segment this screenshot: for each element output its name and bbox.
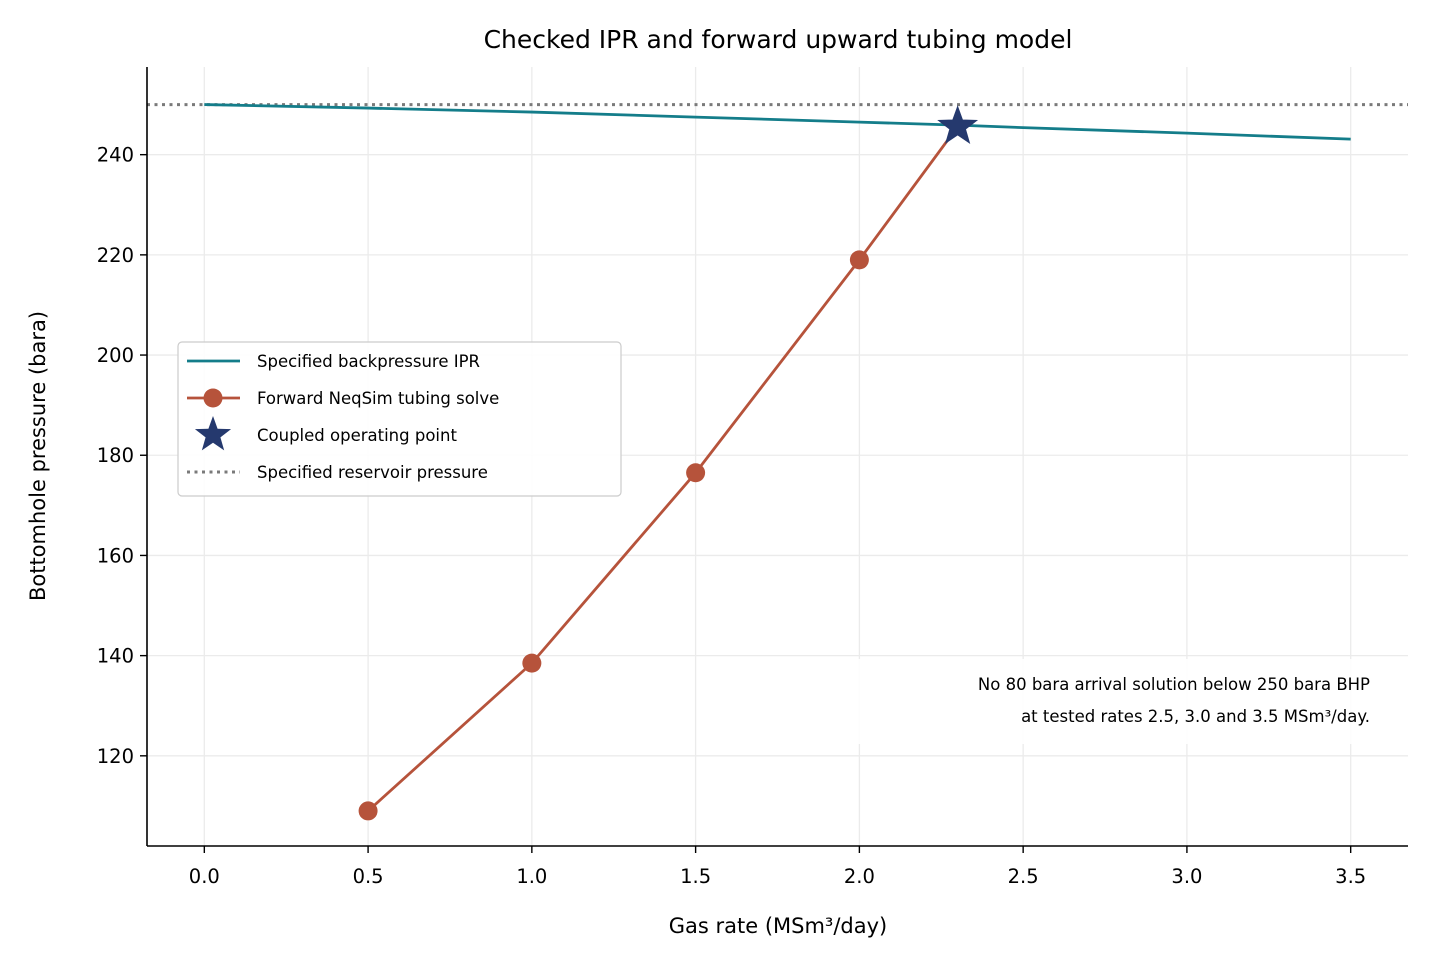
legend: Specified backpressure IPR Forward NeqSim… (177, 341, 622, 497)
y-tick-label: 160 (97, 544, 134, 567)
x-ticks: 0.0 0.5 1.0 1.5 2.0 2.5 3.0 3.5 (189, 846, 1366, 888)
legend-label: Specified reservoir pressure (257, 463, 488, 482)
y-tick-label: 180 (97, 444, 134, 467)
y-tick-label: 240 (97, 144, 134, 167)
chart-title: Checked IPR and forward upward tubing mo… (484, 25, 1073, 54)
axes (146, 67, 1408, 847)
x-tick-label: 2.0 (844, 865, 875, 888)
tubing-point (849, 250, 869, 270)
series-layer (147, 103, 1408, 821)
tubing-point (686, 463, 706, 483)
x-tick-label: 2.5 (1008, 865, 1039, 888)
y-axis-label: Bottomhole pressure (bara) (26, 311, 50, 601)
x-axis-label: Gas rate (MSm³/day) (669, 914, 888, 938)
x-tick-label: 3.0 (1171, 865, 1202, 888)
annotation-line: at tested rates 2.5, 3.0 and 3.5 MSm³/da… (1021, 707, 1370, 726)
x-tick-label: 1.0 (516, 865, 547, 888)
legend-frame (177, 341, 622, 497)
operating-point-star (937, 105, 979, 144)
x-tick-label: 0.5 (353, 865, 384, 888)
y-tick-label: 140 (97, 645, 134, 668)
y-tick-label: 200 (97, 344, 134, 367)
annotation-line: No 80 bara arrival solution below 250 ba… (978, 675, 1370, 694)
legend-label: Coupled operating point (257, 426, 457, 445)
annotation-box: No 80 bara arrival solution below 250 ba… (737, 659, 1380, 744)
y-tick-label: 220 (97, 244, 134, 267)
ipr-line (204, 103, 1351, 141)
x-tick-label: 0.0 (189, 865, 220, 888)
tubing-point (358, 801, 378, 821)
legend-swatch-star (194, 416, 232, 451)
x-tick-label: 3.5 (1335, 865, 1366, 888)
y-tick-label: 120 (97, 745, 134, 768)
annotation-background (737, 659, 1380, 744)
y-ticks: 120 140 160 180 200 220 240 (97, 144, 147, 768)
tubing-point (522, 653, 542, 673)
legend-label: Forward NeqSim tubing solve (257, 389, 499, 408)
legend-swatch-marker (203, 388, 223, 408)
legend-label: Specified backpressure IPR (257, 352, 480, 371)
x-tick-label: 1.5 (680, 865, 711, 888)
